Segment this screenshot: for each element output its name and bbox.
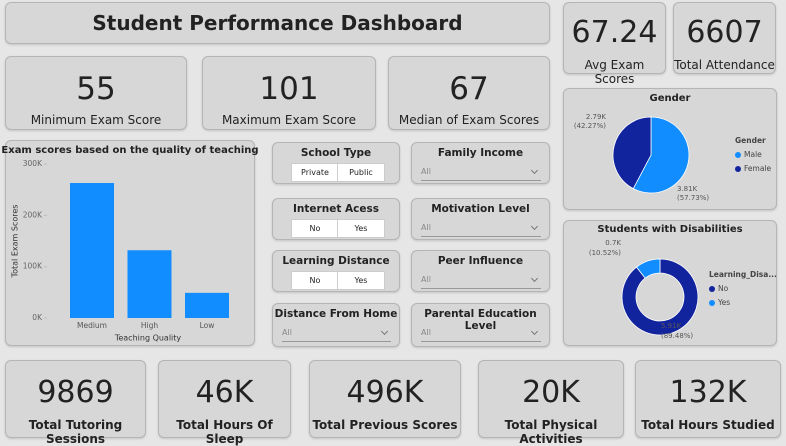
slicer-title: Motivation Level	[431, 203, 530, 215]
kpi-card: 20K Total Physical Activities	[478, 360, 624, 446]
kpi-value: 20K	[522, 375, 580, 410]
slicer-dropdown[interactable]: All	[282, 325, 391, 342]
slicer-button[interactable]: No	[291, 271, 339, 290]
kpi-value: 67.24	[571, 15, 658, 50]
kpi-value: 9869	[37, 375, 114, 410]
kpi-label: Minimum Exam Score	[30, 113, 162, 127]
slicer-dropdown[interactable]: All	[421, 164, 541, 181]
kpi-card: 496K Total Previous Scores	[309, 360, 461, 438]
kpi-card: 9869 Total Tutoring Sessions	[5, 360, 146, 446]
kpi-label: Avg Exam Scores	[584, 58, 645, 86]
slicer: Motivation Level All	[411, 198, 550, 240]
slicer-dropdown[interactable]: All	[421, 220, 541, 237]
title-card: Student Performance Dashboard	[5, 2, 550, 44]
disability-card	[563, 220, 777, 346]
kpi-card: 132K Total Hours Studied	[635, 360, 781, 438]
kpi-value: 67	[449, 71, 489, 107]
slicer-button[interactable]: No	[291, 219, 339, 238]
kpi-value: 132K	[669, 375, 747, 410]
slicer-dropdown[interactable]: All	[421, 325, 541, 342]
kpi-card: 46K Total Hours Of Sleep	[158, 360, 291, 446]
slicer-button[interactable]: Private	[291, 163, 339, 182]
kpi-value: 101	[259, 71, 319, 107]
gender-card	[563, 88, 777, 210]
kpi-card: 6607 Total Attendance	[673, 2, 776, 74]
slicer: Parental Education Level All	[411, 303, 550, 347]
slicer-title: Learning Distance	[282, 255, 390, 267]
kpi-label: Total Attendance	[674, 58, 775, 72]
kpi-card: 55 Minimum Exam Score	[5, 56, 187, 130]
slicer-title: Internet Acess	[293, 203, 379, 215]
slicer-title: Distance From Home	[274, 308, 398, 320]
slicer: Distance From Home All	[272, 303, 400, 347]
slicer: Peer Influence All	[411, 250, 550, 292]
kpi-value: 496K	[346, 375, 424, 410]
slicer: School Type Private Public	[272, 142, 400, 184]
kpi-card: 67 Median of Exam Scores	[388, 56, 550, 130]
kpi-card: 101 Maximum Exam Score	[202, 56, 376, 130]
slicer-button[interactable]: Yes	[337, 219, 385, 238]
slicer-dropdown[interactable]: All	[421, 272, 541, 289]
slicer-title: Peer Influence	[437, 255, 524, 267]
kpi-label: Median of Exam Scores	[398, 113, 540, 127]
kpi-label: Total Physical Activities	[504, 418, 598, 446]
slicer-button[interactable]: Public	[337, 163, 385, 182]
kpi-label: Maximum Exam Score	[221, 113, 357, 127]
kpi-label: Total Tutoring Sessions	[28, 418, 123, 446]
slicer-title: Family Income	[437, 147, 524, 159]
bar-chart-card	[5, 140, 255, 346]
slicer: Learning Distance No Yes	[272, 250, 400, 292]
slicer-title: School Type	[300, 147, 372, 159]
dashboard-title: Student Performance Dashboard	[92, 11, 463, 35]
kpi-value: 46K	[195, 375, 254, 410]
kpi-label: Total Hours Studied	[641, 418, 775, 432]
kpi-value: 6607	[686, 15, 763, 50]
kpi-label: Total Previous Scores	[312, 418, 458, 432]
kpi-label: Total Hours Of Sleep	[176, 418, 273, 446]
slicer: Internet Acess No Yes	[272, 198, 400, 240]
slicer-button[interactable]: Yes	[337, 271, 385, 290]
kpi-card: 67.24 Avg Exam Scores	[563, 2, 666, 86]
kpi-value: 55	[76, 71, 116, 107]
slicer: Family Income All	[411, 142, 550, 184]
